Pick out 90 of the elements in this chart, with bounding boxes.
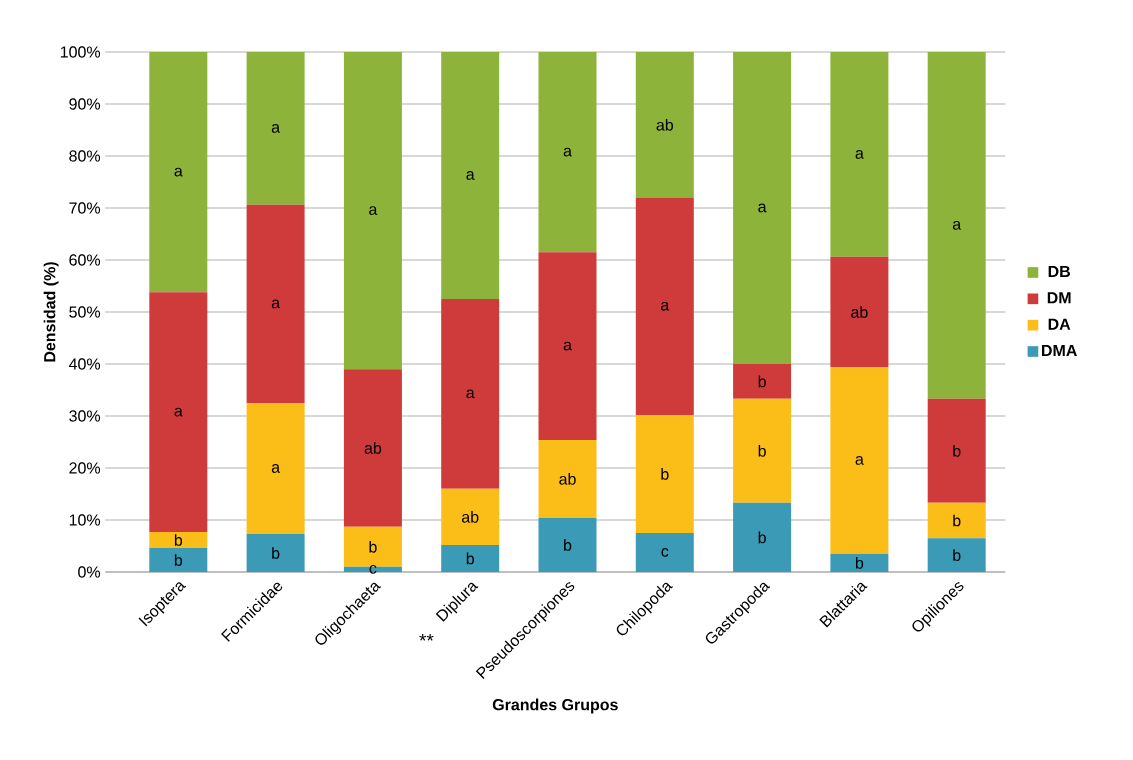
data-label: a [271, 299, 281, 309]
data-label: b [953, 514, 961, 527]
bar [343, 566, 402, 572]
bar [246, 204, 305, 403]
bar [830, 367, 889, 554]
y-tick-label: 90% [69, 98, 101, 110]
data-label: a [661, 301, 670, 311]
y-tick-label: 30% [69, 410, 101, 422]
data-label: b [758, 444, 766, 457]
y-tick-label: 20% [69, 462, 101, 474]
bar [733, 52, 792, 364]
data-label: b [369, 540, 377, 553]
data-label: b [758, 531, 766, 544]
bar [149, 52, 208, 293]
bar [538, 517, 597, 572]
data-label: ab [851, 306, 868, 318]
data-label: b [758, 375, 766, 388]
data-label: b [466, 552, 474, 565]
data-label: a [855, 456, 864, 465]
bar [635, 414, 694, 533]
x-axis-title: Grandes Grupos [492, 698, 618, 714]
data-label: b [855, 557, 864, 569]
bar [538, 439, 597, 518]
bar [927, 398, 986, 503]
data-label: b [174, 534, 183, 546]
bar [927, 502, 986, 539]
bar [927, 52, 986, 399]
legend-label: DA [1048, 318, 1071, 330]
y-tick-label: 60% [69, 254, 101, 266]
data-label: ab [461, 511, 479, 523]
bar [538, 52, 597, 253]
bar [830, 52, 889, 257]
data-label: a [758, 203, 767, 213]
text: ** [419, 633, 434, 641]
bar [246, 402, 305, 535]
data-label: c [369, 565, 377, 574]
data-label: a [952, 221, 962, 230]
bar [149, 548, 208, 572]
data-label: b [953, 444, 961, 457]
bar [441, 52, 500, 299]
data-label: a [369, 206, 378, 215]
bar [246, 534, 305, 572]
data-label: a [271, 464, 281, 473]
data-label: a [563, 341, 572, 351]
data-label: ab [364, 442, 382, 454]
bar [538, 252, 597, 440]
data-label: c [661, 548, 669, 557]
data-label: b [174, 554, 183, 566]
bar [830, 256, 889, 368]
y-tick-label: 10% [69, 514, 101, 526]
y-tick-label: 80% [69, 150, 101, 162]
bar [343, 369, 402, 527]
bar [246, 52, 305, 205]
bar [635, 197, 694, 415]
data-label: ab [656, 118, 674, 131]
data-label: a [174, 407, 183, 417]
data-label: a [466, 389, 475, 399]
y-axis-title: Densidad (%) [43, 262, 59, 362]
y-tick-label: 100% [60, 46, 101, 58]
bar [733, 363, 792, 399]
data-label: a [466, 171, 475, 180]
bar [149, 292, 208, 532]
bar [830, 553, 889, 572]
bar [149, 531, 208, 549]
data-label: a [271, 124, 281, 133]
bar [733, 398, 792, 503]
bar [343, 526, 402, 567]
data-label: a [174, 167, 183, 177]
data-label: b [953, 549, 961, 561]
legend-label: DMA [1042, 345, 1077, 357]
bar [635, 532, 694, 572]
y-tick-label: 70% [69, 202, 101, 214]
y-tick-label: 40% [68, 358, 101, 370]
legend-label: DB [1048, 265, 1070, 277]
data-label: a [855, 150, 864, 159]
bar [441, 298, 500, 489]
bar [441, 488, 500, 545]
data-label: a [563, 147, 572, 157]
bar [927, 538, 986, 572]
y-tick-label: 50% [69, 306, 101, 318]
bar [733, 502, 792, 572]
bar [635, 52, 694, 198]
data-label: b [564, 539, 572, 551]
y-tick-label: 0% [78, 566, 101, 578]
legend-label: DM [1047, 292, 1071, 304]
bar [343, 52, 402, 370]
bar [441, 544, 500, 572]
data-label: ab [559, 473, 576, 485]
data-label: b [661, 468, 669, 480]
data-label: b [272, 547, 280, 559]
